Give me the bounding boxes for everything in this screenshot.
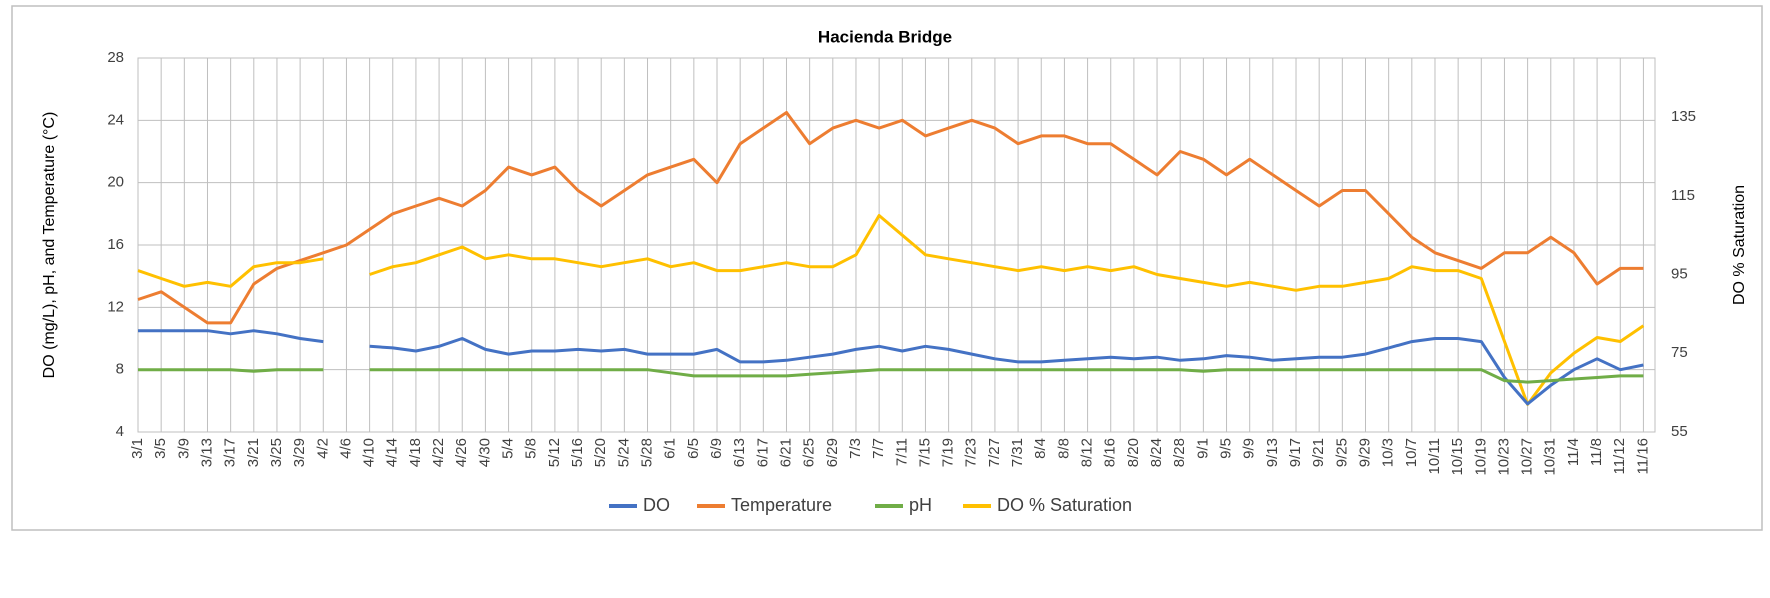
x-tick-label: 6/9 <box>708 438 725 459</box>
x-tick-label: 7/11 <box>893 438 910 466</box>
y-tick-label: 8 <box>116 361 124 378</box>
x-tick-label: 3/1 <box>129 438 146 459</box>
x-tick-label: 6/29 <box>824 438 841 467</box>
x-tick-label: 4/2 <box>314 438 331 459</box>
x-tick-label: 5/16 <box>569 438 586 467</box>
x-tick-label: 5/24 <box>615 438 632 467</box>
x-tick-label: 7/15 <box>916 438 933 467</box>
x-tick-label: 3/21 <box>245 438 262 467</box>
x-tick-label: 10/15 <box>1449 438 1466 476</box>
y2-tick-label: 115 <box>1671 187 1695 204</box>
y-axis-title: DO (mg/L), pH, and Temperature (°C) <box>41 112 58 379</box>
x-tick-label: 7/31 <box>1009 438 1026 467</box>
x-tick-label: 9/21 <box>1310 438 1327 467</box>
x-tick-label: 8/8 <box>1055 438 1072 459</box>
x-tick-label: 3/5 <box>152 438 169 459</box>
series-line <box>138 368 324 373</box>
x-tick-label: 9/17 <box>1287 438 1304 467</box>
x-tick-label: 4/14 <box>384 438 401 467</box>
x-tick-label: 10/11 <box>1426 438 1443 474</box>
x-tick-label: 3/17 <box>222 438 239 467</box>
x-tick-label: 7/7 <box>870 438 887 459</box>
x-tick-label: 8/12 <box>1079 438 1096 467</box>
x-tick-label: 9/1 <box>1194 438 1211 459</box>
x-tick-label: 5/28 <box>638 438 655 467</box>
x-tick-label: 9/29 <box>1356 438 1373 467</box>
x-tick-label: 6/1 <box>662 438 679 459</box>
legend-label: DO <box>643 495 670 515</box>
x-tick-label: 4/18 <box>407 438 424 467</box>
x-tick-label: 8/16 <box>1102 438 1119 467</box>
y2-tick-label: 95 <box>1671 265 1688 282</box>
y2-axis-title: DO % Saturation <box>1731 185 1748 305</box>
y-tick-label: 16 <box>107 236 124 253</box>
x-tick-label: 10/23 <box>1495 438 1512 476</box>
x-tick-label: 6/21 <box>777 438 794 467</box>
x-tick-label: 7/23 <box>963 438 980 467</box>
chart-title: Hacienda Bridge <box>818 27 952 46</box>
x-tick-label: 10/3 <box>1380 438 1397 467</box>
x-tick-label: 11/4 <box>1565 438 1582 466</box>
x-tick-label: 11/8 <box>1588 438 1605 466</box>
legend-label: DO % Saturation <box>997 495 1132 515</box>
x-tick-label: 3/25 <box>268 438 285 467</box>
y-tick-label: 12 <box>107 298 124 315</box>
x-tick-label: 7/3 <box>847 438 864 459</box>
x-tick-label: 9/9 <box>1241 438 1258 459</box>
x-tick-label: 6/25 <box>801 438 818 467</box>
x-tick-label: 6/13 <box>731 438 748 467</box>
series-line <box>137 111 1644 325</box>
x-tick-label: 8/24 <box>1148 438 1165 467</box>
x-tick-label: 7/19 <box>940 438 957 467</box>
x-tick-label: 10/19 <box>1472 438 1489 476</box>
x-tick-label: 5/8 <box>523 438 540 459</box>
x-tick-label: 10/27 <box>1519 438 1536 476</box>
plot-border <box>137 57 1656 433</box>
x-tick-label: 5/4 <box>500 438 517 459</box>
y-tick-label: 20 <box>107 174 124 191</box>
series-line <box>369 337 1644 406</box>
x-tick-label: 4/26 <box>453 438 470 467</box>
x-tick-label: 8/4 <box>1032 438 1049 459</box>
x-tick-label: 4/10 <box>361 438 378 467</box>
series-line <box>137 257 324 288</box>
legend-label: Temperature <box>731 495 832 515</box>
x-tick-label: 5/20 <box>592 438 609 467</box>
x-tick-label: 9/25 <box>1333 438 1350 467</box>
x-tick-label: 5/12 <box>546 438 563 467</box>
series-line <box>369 368 1644 384</box>
legend-label: pH <box>909 495 932 515</box>
x-tick-label: 9/5 <box>1218 438 1235 459</box>
x-tick-label: 4/30 <box>476 438 493 467</box>
x-tick-label: 3/13 <box>198 438 215 467</box>
x-tick-label: 4/6 <box>337 438 354 459</box>
chart-border <box>11 5 1763 531</box>
x-tick-label: 3/9 <box>175 438 192 459</box>
x-tick-label: 10/7 <box>1403 438 1420 467</box>
x-tick-label: 11/12 <box>1611 438 1628 474</box>
x-tick-label: 8/20 <box>1125 438 1142 467</box>
y2-tick-label: 55 <box>1671 423 1688 440</box>
x-tick-label: 3/29 <box>291 438 308 467</box>
x-tick-label: 4/22 <box>430 438 447 467</box>
x-tick-label: 9/13 <box>1264 438 1281 467</box>
x-tick-label: 11/16 <box>1634 438 1651 474</box>
x-tick-label: 6/5 <box>685 438 702 459</box>
y2-tick-label: 75 <box>1671 344 1688 361</box>
x-tick-label: 8/28 <box>1171 438 1188 467</box>
y-tick-label: 4 <box>116 423 124 440</box>
y-tick-label: 28 <box>107 49 124 66</box>
x-tick-label: 7/27 <box>986 438 1003 467</box>
y2-tick-label: 135 <box>1671 108 1696 125</box>
x-tick-label: 10/31 <box>1542 438 1559 476</box>
series-line <box>369 214 1645 406</box>
series-line <box>138 329 324 344</box>
x-tick-label: 6/17 <box>754 438 771 467</box>
y-tick-label: 24 <box>107 111 124 128</box>
